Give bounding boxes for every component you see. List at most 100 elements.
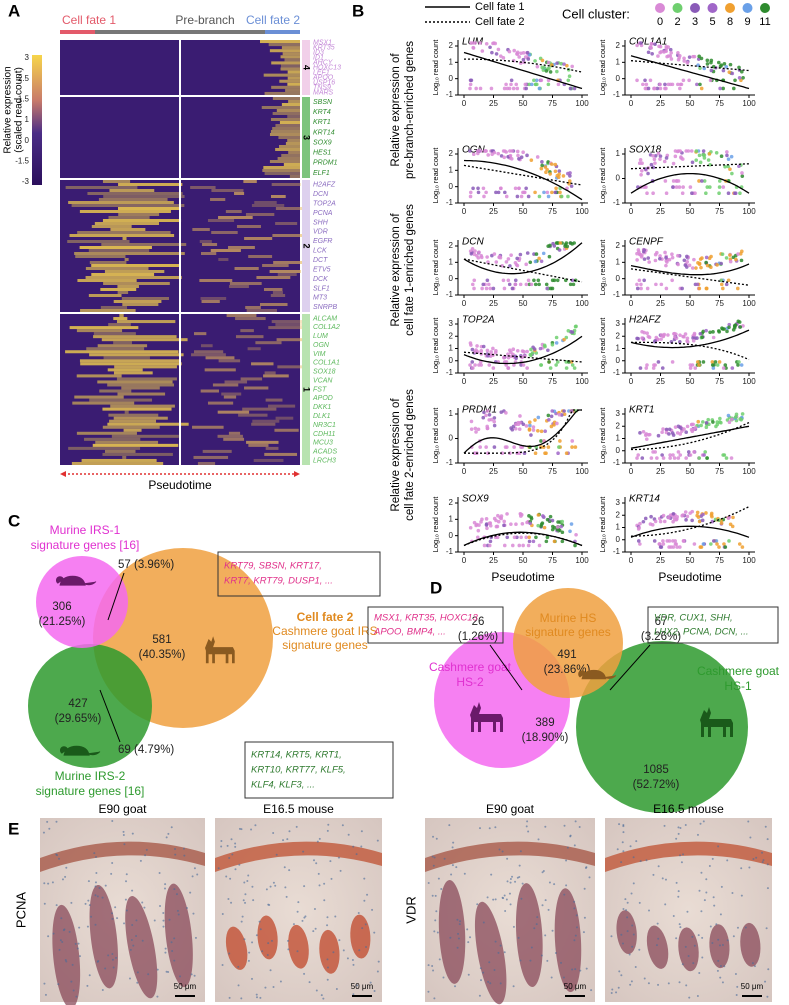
cell-dot [698, 66, 702, 70]
x-tick-label: 100 [575, 556, 589, 565]
cell-dot [676, 262, 680, 267]
y-axis-title: Log₁₀ read count [598, 317, 607, 374]
x-tick-label: 25 [656, 556, 665, 565]
cell-dot [674, 185, 679, 189]
cell-dot [664, 286, 669, 291]
cell-dot [637, 526, 641, 530]
cell-dot [689, 422, 694, 427]
cell-dot [557, 169, 562, 173]
cell-dot [487, 363, 492, 367]
cell-dot [649, 456, 654, 460]
nucleus [255, 996, 258, 999]
cell-dot [509, 78, 514, 83]
cell-dot [705, 58, 710, 63]
nucleus [679, 826, 682, 829]
cell-dot [667, 545, 671, 549]
heatmap-strip [102, 407, 172, 411]
gene-label: ETV5 [313, 266, 331, 273]
cell-dot [653, 161, 657, 165]
cell-dot [734, 412, 739, 417]
colorbar-title: (scaled read count) [14, 67, 25, 153]
cell-dot [506, 355, 511, 360]
nucleus [272, 881, 275, 884]
nucleus [716, 969, 719, 972]
fit-curve [631, 422, 750, 451]
nucleus [242, 899, 245, 902]
nucleus [504, 909, 507, 912]
nucleus [632, 882, 635, 885]
cell-dot [501, 56, 506, 60]
x-tick-label: 75 [548, 377, 557, 386]
heatmap-strip [114, 365, 177, 369]
cell-dot [700, 179, 704, 183]
cell-dot [473, 249, 477, 253]
cell-dot [704, 260, 708, 265]
cell-dot [688, 453, 693, 457]
cell-dot [496, 47, 501, 52]
nucleus [719, 976, 722, 979]
cell-dot [726, 191, 731, 195]
heatmap-strip [240, 329, 254, 333]
cell-dot [515, 86, 520, 91]
cell-dot [690, 266, 695, 270]
gene-label: NR3C1 [313, 422, 336, 429]
nucleus [284, 886, 287, 889]
nucleus [111, 953, 114, 956]
heatmap-strip [268, 326, 303, 330]
nucleus [90, 915, 93, 918]
heatmap-strip [251, 422, 276, 426]
nucleus [162, 912, 165, 915]
heatmap-strip [287, 139, 300, 142]
heatmap-strip [281, 154, 300, 157]
cell-dot [644, 82, 649, 87]
cell-dot [687, 78, 691, 83]
gene-label: LEF1 [313, 69, 330, 76]
cell-dot [535, 155, 540, 159]
nucleus [189, 891, 192, 894]
cell-dot [663, 82, 667, 87]
cell-dot [573, 445, 578, 449]
cell-dot [714, 539, 719, 543]
nucleus [574, 934, 577, 937]
gene-label: MSX1 [313, 39, 332, 46]
nucleus [455, 866, 458, 869]
y-axis-title: Log₁₀ read count [598, 407, 607, 464]
heatmap-strip [92, 443, 179, 447]
cell-dot [517, 55, 521, 59]
set-title: Cell fate 2 [297, 610, 354, 624]
cell-dot [548, 70, 553, 74]
nucleus [573, 844, 576, 847]
nucleus [279, 980, 282, 983]
cell-dot [666, 515, 671, 520]
nucleus [122, 830, 125, 833]
legend-label: 11 [759, 16, 770, 28]
nucleus [196, 873, 199, 876]
set-title: Murine HS [540, 611, 597, 625]
heatmap-strip [108, 216, 150, 219]
heatmap-strip [109, 419, 157, 423]
cell-dot [489, 350, 493, 354]
nucleus [541, 871, 544, 874]
cell-dot [469, 419, 474, 424]
x-tick-label: 25 [489, 207, 498, 216]
nucleus [334, 915, 337, 918]
nucleus [64, 875, 67, 878]
cell-dot [527, 535, 531, 540]
cell-dot [697, 153, 702, 158]
nucleus [323, 882, 326, 885]
heatmap-strip [251, 362, 274, 366]
x-tick-label: 0 [629, 299, 634, 308]
cell-dot [569, 409, 574, 413]
nucleus [698, 972, 701, 975]
heatmap-strip [259, 303, 288, 306]
nucleus [95, 855, 98, 858]
nucleus [514, 880, 517, 883]
cell-dot [492, 41, 496, 45]
cell-dot [718, 64, 723, 69]
cell-dot [685, 254, 689, 259]
nucleus [664, 903, 667, 906]
nucleus [186, 907, 189, 910]
cell-dot [568, 282, 573, 287]
nucleus [437, 877, 440, 880]
cell-dot [526, 278, 531, 283]
